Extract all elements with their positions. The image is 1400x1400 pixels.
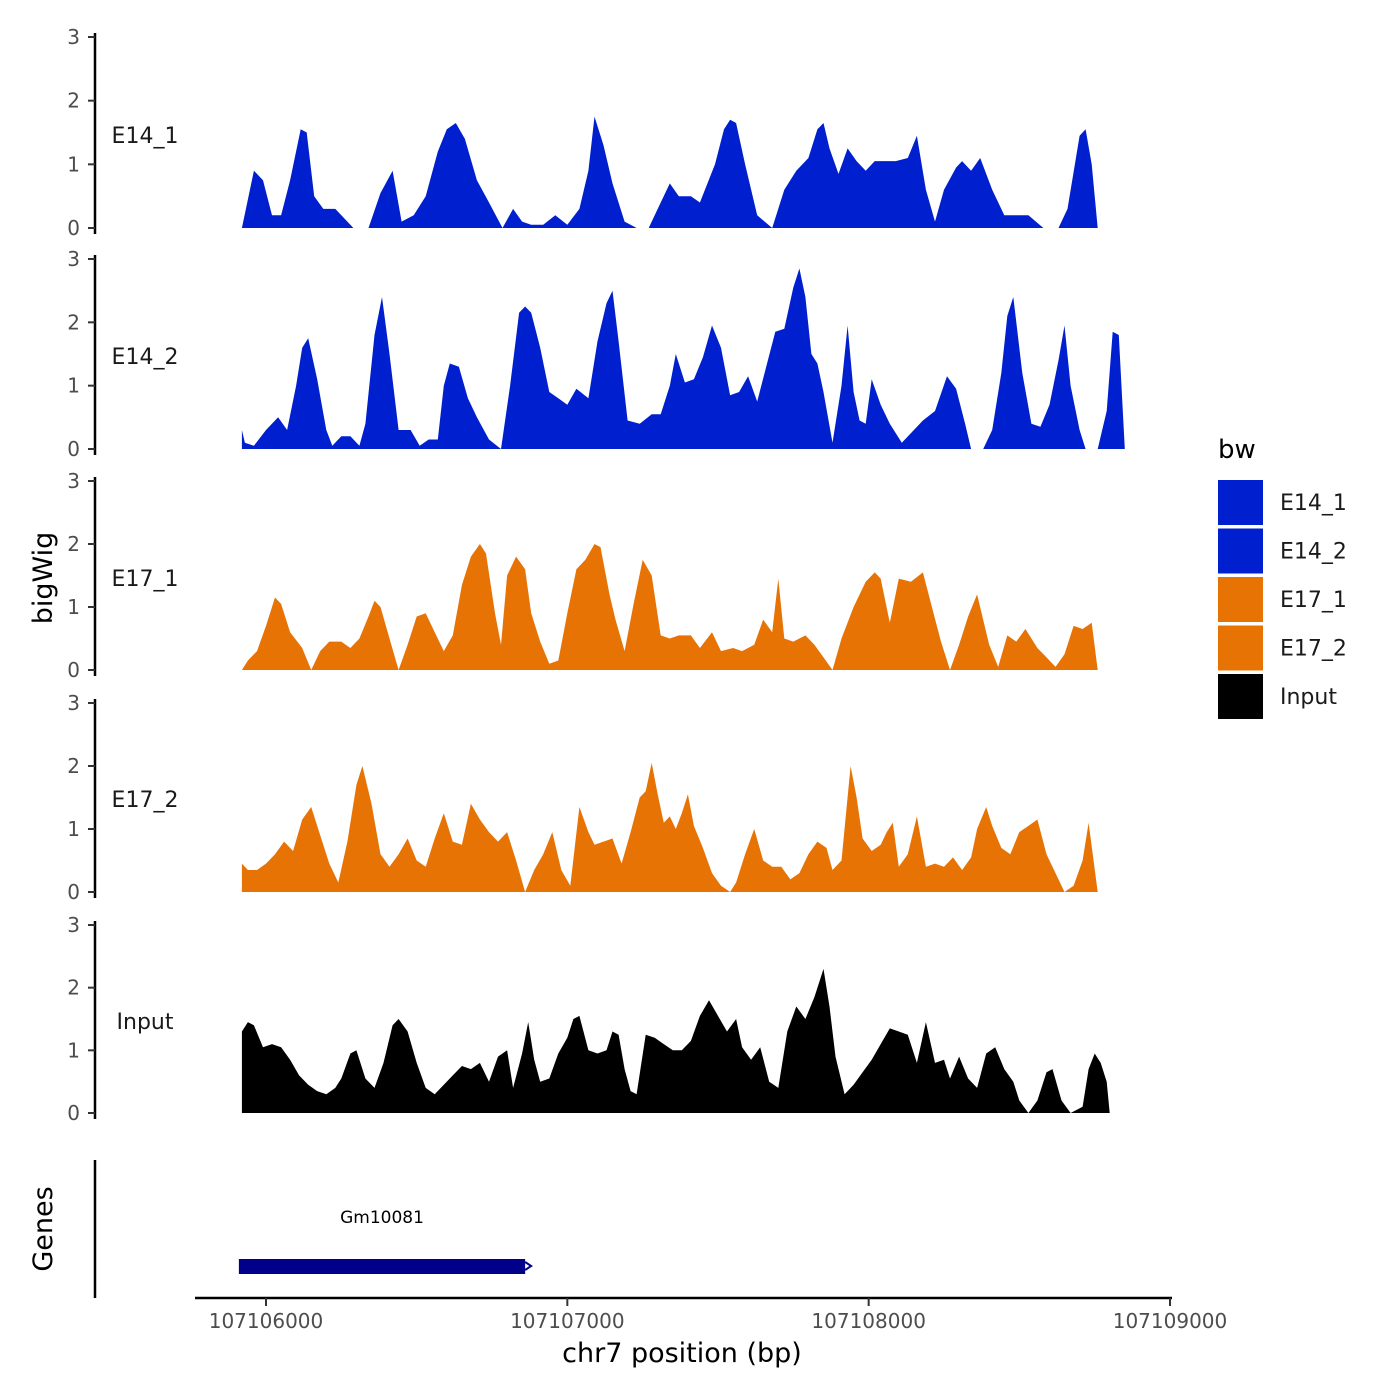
coverage-area-input: [241, 968, 1110, 1113]
legend-label: E17_2: [1280, 637, 1347, 662]
legend: bw E14_1 E14_2 E17_1 E17_2 Input: [1218, 435, 1347, 719]
y-tick-label: 0: [67, 437, 80, 461]
track-label: E14_1: [112, 124, 179, 149]
x-axis: 107106000 107107000 107108000 107109000: [195, 1296, 1228, 1333]
x-tick-label: 107107000: [510, 1309, 625, 1333]
coverage-area-e17-2: [241, 762, 1098, 892]
genes-track-title: Genes: [28, 1186, 59, 1271]
y-tick-label: 3: [67, 469, 80, 493]
y-tick-label: 3: [67, 913, 80, 937]
y-tick-label: 2: [67, 532, 80, 556]
track-label: E14_2: [112, 345, 179, 370]
track-label: Input: [117, 1010, 174, 1035]
track-e14-1: 0 1 2 3 E14_1: [67, 25, 1098, 240]
track-label: E17_2: [112, 788, 179, 813]
y-tick-label: 0: [67, 216, 80, 240]
legend-label: E14_2: [1280, 540, 1347, 565]
x-tick-label: 107106000: [209, 1309, 324, 1333]
track-e17-1: 0 1 2 3 E17_1: [67, 469, 1098, 682]
y-tick-label: 2: [67, 754, 80, 778]
legend-swatch: [1218, 577, 1263, 622]
x-tick-label: 107109000: [1113, 1309, 1228, 1333]
coverage-area-e14-1: [241, 116, 1098, 228]
coverage-area-e17-1: [241, 544, 1098, 670]
y-tick-label: 2: [67, 976, 80, 1000]
y-tick-label: 2: [67, 89, 80, 113]
y-tick-label: 1: [67, 595, 80, 619]
coverage-tracks: 0 1 2 3 E14_1 0 1 2 3 E14_2 0 1 2 3 E17_1 0 1 2 3 E17_2 0 1 2 3…: [67, 25, 1125, 1125]
legend-swatch: [1218, 674, 1263, 719]
y-tick-label: 2: [67, 310, 80, 334]
y-tick-label: 1: [67, 152, 80, 176]
track-label: E17_1: [112, 567, 179, 592]
y-tick-label: 3: [67, 25, 80, 49]
track-e14-2: 0 1 2 3 E14_2: [67, 247, 1125, 461]
gene-strand-arrow-icon: [524, 1261, 533, 1271]
legend-label: Input: [1280, 685, 1337, 710]
y-tick-label: 1: [67, 817, 80, 841]
x-axis-title: chr7 position (bp): [562, 1338, 802, 1369]
track-e17-2: 0 1 2 3 E17_2: [67, 691, 1098, 904]
legend-swatch: [1218, 625, 1263, 671]
legend-swatch: [1218, 528, 1263, 574]
legend-label: E17_1: [1280, 588, 1347, 613]
y-axis-title: bigWig: [28, 532, 59, 625]
y-tick-label: 0: [67, 880, 80, 904]
legend-swatch: [1218, 480, 1263, 525]
y-tick-label: 3: [67, 691, 80, 715]
y-tick-label: 0: [67, 658, 80, 682]
coverage-area-e14-2: [241, 268, 1125, 449]
y-tick-label: 1: [67, 1038, 80, 1062]
gene-body: [238, 1259, 526, 1274]
y-tick-label: 1: [67, 374, 80, 398]
track-input: 0 1 2 3 Input: [67, 913, 1110, 1125]
gene-label: Gm10081: [340, 1208, 424, 1228]
legend-title: bw: [1218, 435, 1256, 465]
y-tick-label: 3: [67, 247, 80, 271]
y-tick-label: 0: [67, 1101, 80, 1125]
legend-label: E14_1: [1280, 491, 1347, 516]
genes-track: Genes Gm10081: [28, 1160, 533, 1298]
x-tick-label: 107108000: [811, 1309, 926, 1333]
